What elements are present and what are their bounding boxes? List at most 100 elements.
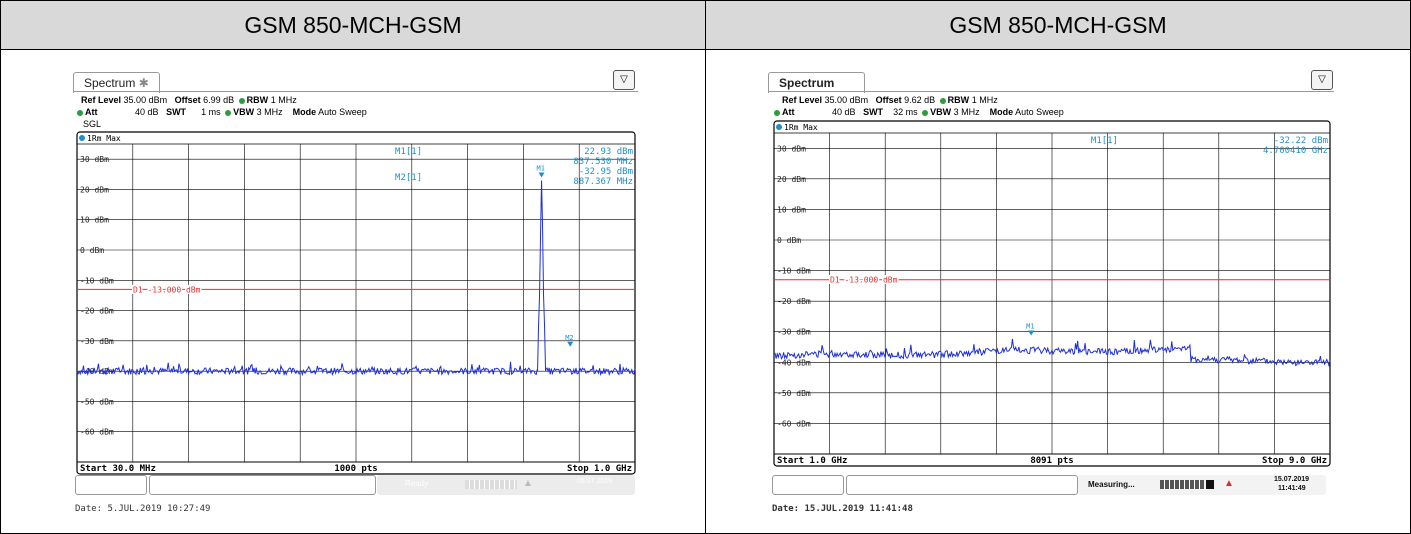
- m2-readout-freq: 887.367 MHz: [573, 177, 633, 187]
- vbw-value: 3 MHz: [953, 107, 980, 117]
- y-tick-label: -30 dBm: [80, 337, 114, 346]
- y-tick-label: -10 dBm: [777, 267, 811, 276]
- att-label: Att: [85, 107, 98, 117]
- sgl-label: SGL: [83, 119, 102, 129]
- right-screenshot: Spectrum ▽ Ref Level 35.00 dBm Offset 9.…: [706, 50, 1410, 533]
- date-line: Date: 5.JUL.2019 10:27:49: [75, 504, 211, 514]
- stop-freq: Stop 9.0 GHz: [1262, 456, 1327, 466]
- left-settings: Ref Level 35.00 dBm Offset 6.99 dB RBW 1…: [81, 94, 297, 106]
- ref-level-value: 35.00 dBm: [824, 95, 869, 105]
- left-spectrum-chart: 1Rm Max 30 dBm 20 dBm 10 dBm 0 dBm -10 dBm -20…: [76, 131, 636, 475]
- spectrum-tab-label: Spectrum: [84, 76, 136, 90]
- status-area: Measuring... ▲ 15.07.2019 11:41:49: [1078, 475, 1326, 495]
- tab-divider: [73, 91, 638, 92]
- m2-readout-label: M2[1]: [395, 173, 422, 183]
- y-tick-label: -60 dBm: [777, 419, 811, 428]
- offset-value: 6.99 dB: [203, 95, 235, 105]
- rbw-label: RBW: [246, 95, 269, 105]
- date-line: Date: 15.JUL.2019 11:41:48: [772, 504, 913, 514]
- limit-line-label: D1 -13.000 dBm: [830, 276, 898, 285]
- left-screenshot: Spectrum ✱ ▽ Ref Level 35.00 dBm Offset …: [1, 50, 705, 533]
- status-area: Ready ▲ 05.07.2019: [377, 475, 635, 495]
- y-tick-label: 30 dBm: [80, 155, 109, 164]
- status-dot-icon: [922, 109, 929, 116]
- y-tick-label: -50 dBm: [80, 397, 114, 406]
- status-field-2[interactable]: [149, 475, 376, 495]
- att-value: 40 dB: [135, 107, 159, 117]
- swt-label: SWT: [166, 107, 187, 117]
- trace-label: 1Rm Max: [87, 134, 121, 143]
- y-tick-label: -30 dBm: [777, 328, 811, 337]
- status-dot-icon: [225, 109, 232, 116]
- y-tick-label: 30 dBm: [777, 144, 806, 153]
- spectrum-tab[interactable]: Spectrum ✱: [73, 72, 160, 93]
- offset-label: Offset: [875, 95, 902, 105]
- right-cell: GSM 850-MCH-GSM Spectrum ▽ Ref Level 35.…: [706, 1, 1410, 533]
- status-dot-icon: [238, 97, 245, 104]
- status-date: 05.07.2019: [577, 478, 613, 485]
- progress-bar: [1160, 480, 1204, 489]
- m2-readout-value: -32.95 dBm: [579, 167, 633, 177]
- swt-value: 1 ms: [201, 107, 221, 117]
- marker-m2: [567, 341, 574, 347]
- trace-indicator-icon: [776, 124, 782, 130]
- activity-icon: ▲: [1224, 478, 1234, 489]
- status-dot-icon: [77, 109, 83, 116]
- m1-readout-freq: 837.530 MHz: [573, 157, 633, 167]
- m1-readout-freq: 4.700410 GHz: [1263, 146, 1328, 156]
- vbw-label: VBW: [233, 107, 255, 117]
- mode-value: Auto Sweep: [318, 107, 367, 117]
- status-text: Ready: [405, 479, 429, 488]
- right-header: GSM 850-MCH-GSM: [706, 1, 1410, 50]
- filter-icon[interactable]: ▽: [1311, 70, 1333, 90]
- tab-divider: [768, 91, 1334, 92]
- spectrum-trace: [76, 180, 636, 377]
- offset-value: 9.62 dB: [904, 95, 936, 105]
- points-count: 1000 pts: [334, 464, 377, 474]
- spectrum-tab[interactable]: Spectrum: [768, 72, 866, 93]
- y-tick-label: -50 dBm: [777, 389, 811, 398]
- y-tick-label: -60 dBm: [80, 428, 114, 437]
- progress-bar: [465, 480, 517, 489]
- m1-readout-value: -32.22 dBm: [1274, 136, 1328, 146]
- status-field-1[interactable]: [772, 475, 844, 495]
- mode-label: Mode: [989, 107, 1014, 117]
- spectrum-tab-label: Spectrum: [779, 76, 835, 90]
- status-dot-icon: [939, 97, 946, 104]
- pin-icon[interactable]: ✱: [138, 76, 149, 90]
- y-tick-label: 10 dBm: [80, 216, 109, 225]
- right-settings-2: Att 40 dB SWT 32 ms VBW 3 MHz Mode Auto …: [772, 106, 1064, 118]
- filter-icon[interactable]: ▽: [613, 70, 635, 90]
- spectrum-trace: [773, 338, 1331, 368]
- status-field-2[interactable]: [846, 475, 1078, 495]
- status-time: 11:41:49: [1278, 485, 1306, 492]
- offset-label: Offset: [174, 95, 201, 105]
- rbw-value: 1 MHz: [971, 95, 998, 105]
- marker-m1: [1028, 330, 1035, 336]
- y-tick-label: -20 dBm: [777, 297, 811, 306]
- marker-m2-label: M2: [565, 334, 573, 342]
- mode-label: Mode: [292, 107, 317, 117]
- m1-readout-label: M1[1]: [395, 147, 422, 157]
- left-settings-2: Att 40 dB SWT 1 ms VBW 3 MHz Mode Auto S…: [75, 106, 367, 118]
- y-tick-label: 0 dBm: [80, 246, 104, 255]
- m1-readout-label: M1[1]: [1091, 136, 1118, 146]
- trace-indicator-icon: [79, 135, 85, 141]
- right-spectrum-chart: 1Rm Max 30 dBm 20 dBm 10 dBm 0 dBm -10 dBm -20…: [773, 120, 1331, 467]
- m1-readout-value: 22.93 dBm: [584, 147, 633, 157]
- status-field-1[interactable]: [75, 475, 147, 495]
- progress-fill: [1206, 480, 1214, 489]
- mode-value: Auto Sweep: [1015, 107, 1064, 117]
- att-value: 40 dB: [832, 107, 856, 117]
- vbw-value: 3 MHz: [256, 107, 283, 117]
- points-count: 8091 pts: [1030, 456, 1073, 466]
- left-header: GSM 850-MCH-GSM: [1, 1, 705, 50]
- ref-level-label: Ref Level: [782, 95, 823, 105]
- swt-label: SWT: [863, 107, 884, 117]
- trace-label: 1Rm Max: [784, 123, 818, 132]
- y-tick-label: 0 dBm: [777, 236, 801, 245]
- status-text: Measuring...: [1088, 480, 1135, 489]
- vbw-label: VBW: [930, 107, 952, 117]
- y-tick-label: 10 dBm: [777, 205, 806, 214]
- status-dot-icon: [774, 109, 780, 116]
